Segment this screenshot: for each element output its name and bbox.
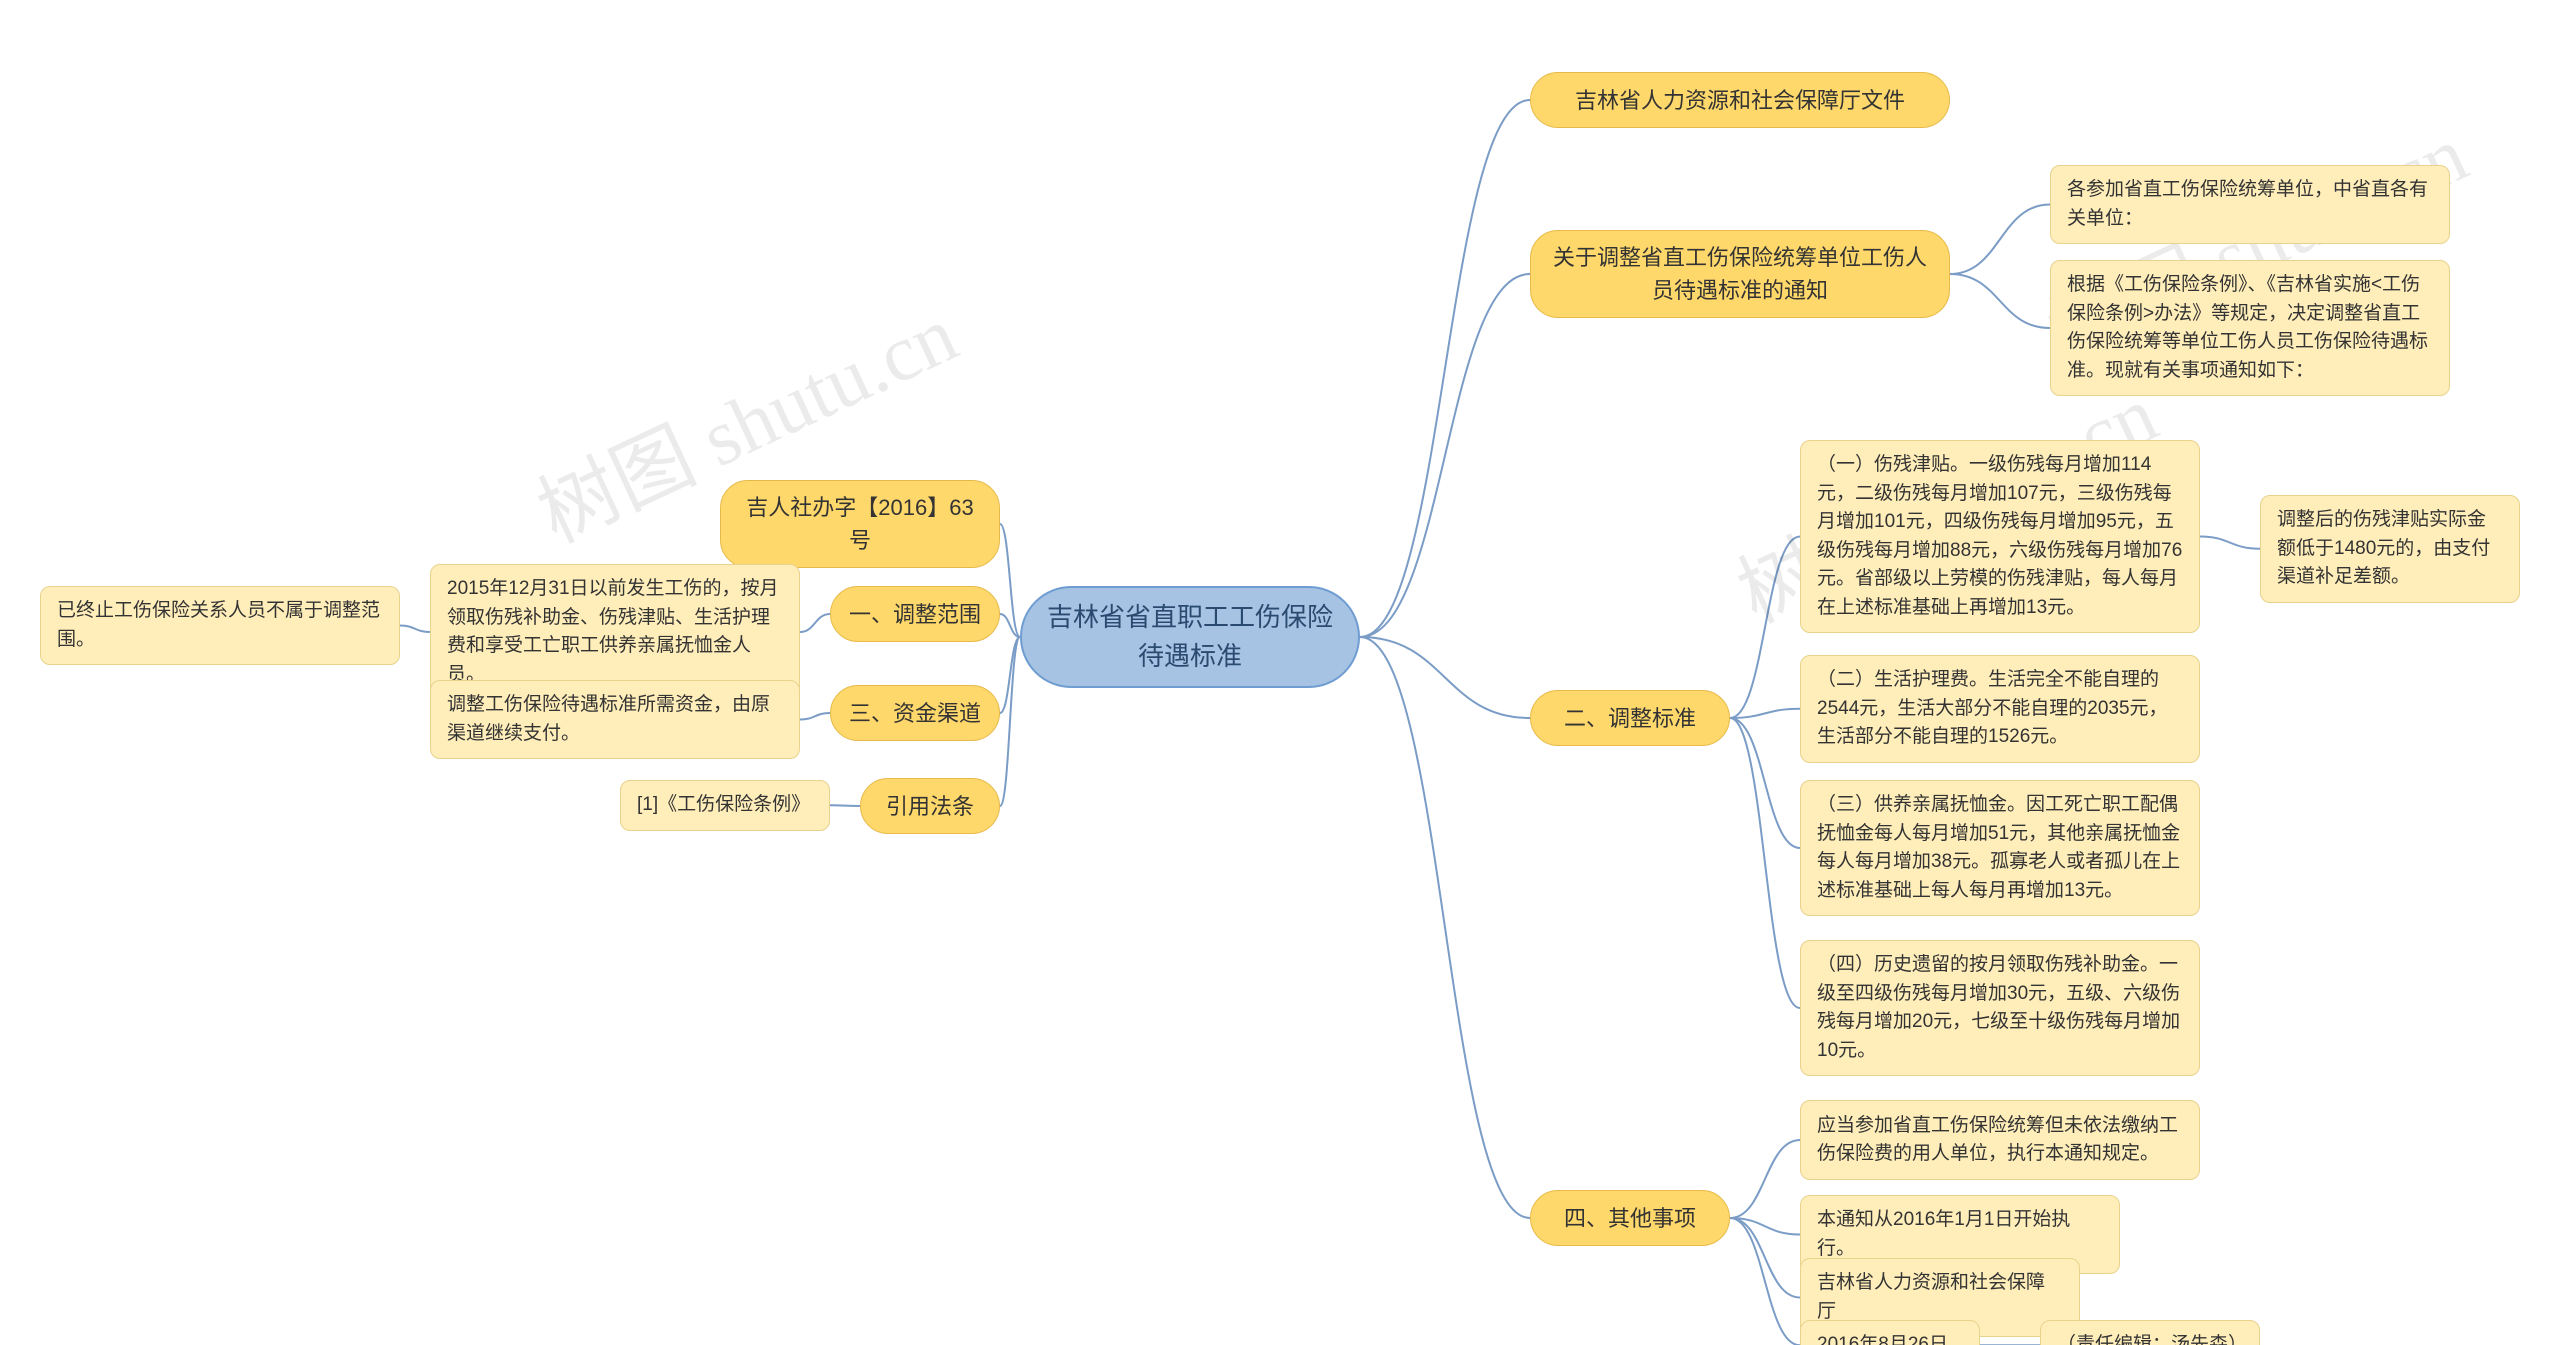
mindmap-node-lA[interactable]: 吉人社办字【2016】63号 [720, 480, 1000, 568]
mindmap-edge [1000, 637, 1020, 806]
mindmap-node-label: 各参加省直工伤保险统筹单位，中省直各有关单位： [2067, 176, 2433, 233]
mindmap-node-label: （一）伤残津贴。一级伤残每月增加114元，二级伤残每月增加107元，三级伤残每月… [1817, 451, 2183, 622]
mindmap-node-label: （二）生活护理费。生活完全不能自理的2544元，生活大部分不能自理的2035元，… [1817, 666, 2183, 752]
mindmap-node-rD[interactable]: 四、其他事项 [1530, 1190, 1730, 1246]
mindmap-edge [1730, 1218, 1800, 1345]
mindmap-edge [830, 805, 860, 806]
mindmap-node-label: 已终止工伤保险关系人员不属于调整范围。 [57, 597, 383, 654]
mindmap-node-lB[interactable]: 一、调整范围 [830, 586, 1000, 642]
mindmap-node-lC[interactable]: 三、资金渠道 [830, 685, 1000, 741]
mindmap-node-label: 2016年8月26日 [1817, 1331, 1948, 1345]
mindmap-node-rD1[interactable]: 应当参加省直工伤保险统筹但未依法缴纳工伤保险费的用人单位，执行本通知规定。 [1800, 1100, 2200, 1180]
mindmap-node-rC3[interactable]: （三）供养亲属抚恤金。因工死亡职工配偶抚恤金每人每月增加51元，其他亲属抚恤金每… [1800, 780, 2200, 916]
mindmap-node-rC1[interactable]: （一）伤残津贴。一级伤残每月增加114元，二级伤残每月增加107元，三级伤残每月… [1800, 440, 2200, 633]
mindmap-node-label: 根据《工伤保险条例》、《吉林省实施<工伤保险条例>办法》等规定，决定调整省直工伤… [2067, 271, 2433, 385]
mindmap-node-rB1[interactable]: 各参加省直工伤保险统筹单位，中省直各有关单位： [2050, 165, 2450, 244]
mindmap-edge [400, 626, 430, 633]
mindmap-node-rC4[interactable]: （四）历史遗留的按月领取伤残补助金。一级至四级伤残每月增加30元，五级、六级伤残… [1800, 940, 2200, 1076]
mindmap-node-rB2[interactable]: 根据《工伤保险条例》、《吉林省实施<工伤保险条例>办法》等规定，决定调整省直工伤… [2050, 260, 2450, 396]
mindmap-node-root[interactable]: 吉林省省直职工工伤保险待遇标准 [1020, 586, 1360, 688]
mindmap-edge [1360, 637, 1530, 1218]
mindmap-node-label: 四、其他事项 [1564, 1202, 1696, 1235]
mindmap-node-rD4a[interactable]: （责任编辑：汤先森） [2040, 1320, 2260, 1345]
mindmap-node-rB[interactable]: 关于调整省直工伤保险统筹单位工伤人员待遇标准的通知 [1530, 230, 1950, 318]
mindmap-node-label: 吉人社办字【2016】63号 [737, 491, 983, 557]
mindmap-edge [1730, 718, 1800, 848]
mindmap-edge [800, 713, 830, 720]
mindmap-node-rC[interactable]: 二、调整标准 [1530, 690, 1730, 746]
mindmap-node-rC1a[interactable]: 调整后的伤残津贴实际金额低于1480元的，由支付渠道补足差额。 [2260, 495, 2520, 603]
mindmap-edge [1950, 205, 2050, 275]
mindmap-node-rD4[interactable]: 2016年8月26日 [1800, 1320, 1980, 1345]
mindmap-node-rA[interactable]: 吉林省人力资源和社会保障厅文件 [1530, 72, 1950, 128]
mindmap-node-label: 吉林省省直职工工伤保险待遇标准 [1038, 598, 1342, 676]
mindmap-edge [1730, 1140, 1800, 1218]
mindmap-node-label: 吉林省人力资源和社会保障厅 [1817, 1269, 2063, 1326]
mindmap-edge [1730, 718, 1800, 1008]
mindmap-node-label: [1]《工伤保险条例》 [637, 791, 810, 820]
mindmap-node-label: 一、调整范围 [849, 598, 981, 631]
mindmap-node-label: 三、资金渠道 [849, 697, 981, 730]
mindmap-edge [1730, 537, 1800, 719]
mindmap-node-label: 二、调整标准 [1564, 702, 1696, 735]
mindmap-edge [1000, 524, 1020, 637]
mindmap-node-lD1[interactable]: [1]《工伤保险条例》 [620, 780, 830, 831]
mindmap-node-lB1a[interactable]: 已终止工伤保险关系人员不属于调整范围。 [40, 586, 400, 665]
mindmap-node-rC2[interactable]: （二）生活护理费。生活完全不能自理的2544元，生活大部分不能自理的2035元，… [1800, 655, 2200, 763]
mindmap-node-lD[interactable]: 引用法条 [860, 778, 1000, 834]
mindmap-node-label: 吉林省人力资源和社会保障厅文件 [1575, 84, 1905, 117]
mindmap-node-label: 本通知从2016年1月1日开始执行。 [1817, 1206, 2103, 1263]
mindmap-node-label: 调整后的伤残津贴实际金额低于1480元的，由支付渠道补足差额。 [2277, 506, 2503, 592]
mindmap-edge [1360, 274, 1530, 637]
mindmap-edge [1950, 274, 2050, 328]
mindmap-node-label: 应当参加省直工伤保险统筹但未依法缴纳工伤保险费的用人单位，执行本通知规定。 [1817, 1112, 2183, 1169]
mindmap-node-label: （责任编辑：汤先森） [2057, 1331, 2243, 1345]
mindmap-node-label: （三）供养亲属抚恤金。因工死亡职工配偶抚恤金每人每月增加51元，其他亲属抚恤金每… [1817, 791, 2183, 905]
mindmap-node-lC1[interactable]: 调整工伤保险待遇标准所需资金，由原渠道继续支付。 [430, 680, 800, 759]
mindmap-node-label: 引用法条 [886, 790, 974, 823]
mindmap-edge [2200, 537, 2260, 549]
mindmap-node-label: （四）历史遗留的按月领取伤残补助金。一级至四级伤残每月增加30元，五级、六级伤残… [1817, 951, 2183, 1065]
mindmap-node-label: 关于调整省直工伤保险统筹单位工伤人员待遇标准的通知 [1547, 241, 1933, 307]
mindmap-node-label: 2015年12月31日以前发生工伤的，按月领取伤残补助金、伤残津贴、生活护理费和… [447, 575, 783, 689]
mindmap-edge [1360, 100, 1530, 637]
mindmap-node-label: 调整工伤保险待遇标准所需资金，由原渠道继续支付。 [447, 691, 783, 748]
mindmap-edge [1360, 637, 1530, 718]
mindmap-edge [1730, 1218, 1800, 1298]
mindmap-edge [800, 614, 830, 632]
